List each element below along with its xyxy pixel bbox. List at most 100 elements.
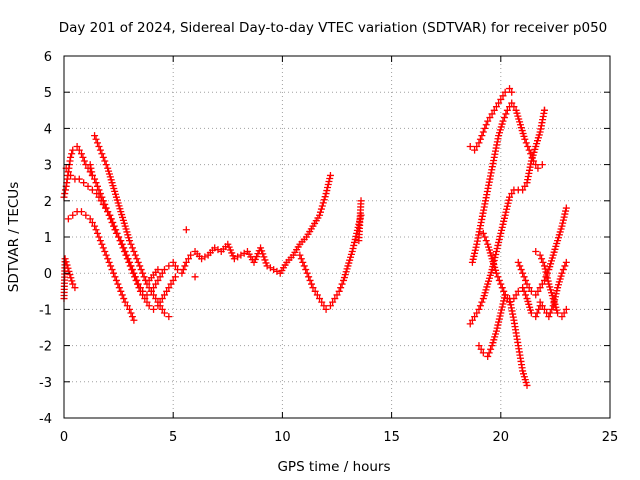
data-point <box>500 297 508 305</box>
data-point <box>503 106 511 114</box>
data-point <box>134 280 142 288</box>
data-point <box>121 298 129 306</box>
data-point <box>554 309 562 317</box>
data-point <box>552 290 560 298</box>
data-point <box>111 273 119 281</box>
data-point <box>497 309 505 317</box>
data-point <box>523 381 531 389</box>
data-point <box>163 287 171 295</box>
data-point <box>306 276 314 284</box>
data-point <box>479 128 487 136</box>
y-tick-label: 6 <box>44 50 52 65</box>
data-point <box>187 251 195 259</box>
data-point <box>145 302 153 310</box>
data-point <box>134 258 142 266</box>
data-point <box>191 273 199 281</box>
data-point <box>495 99 503 107</box>
data-point <box>130 316 138 324</box>
y-tick-label: 1 <box>44 231 52 246</box>
data-point <box>492 103 500 111</box>
data-point <box>519 284 527 292</box>
data-point <box>545 313 553 321</box>
data-point <box>93 182 101 190</box>
data-point <box>476 135 484 143</box>
data-point <box>102 251 110 259</box>
data-point <box>84 182 92 190</box>
data-point <box>492 327 500 335</box>
data-point <box>88 219 96 227</box>
data-point <box>126 305 134 313</box>
data-point <box>104 255 112 263</box>
data-point <box>69 146 77 154</box>
data-point <box>154 298 162 306</box>
data-point <box>475 139 483 147</box>
data-point <box>562 305 570 313</box>
data-point <box>79 153 87 161</box>
data-point <box>109 219 117 227</box>
data-point <box>504 199 512 207</box>
data-point <box>169 258 177 266</box>
data-point <box>259 250 267 258</box>
data-point <box>501 211 509 219</box>
data-point <box>501 88 509 96</box>
data-point <box>258 247 266 255</box>
data-point <box>520 287 528 295</box>
data-point <box>296 251 304 259</box>
data-point <box>154 276 162 284</box>
data-point <box>99 153 107 161</box>
data-point <box>499 300 507 308</box>
data-point <box>140 273 148 281</box>
data-point <box>520 273 528 281</box>
y-axis-label: SDTVAR / TECUs <box>6 182 22 292</box>
data-point <box>171 262 179 270</box>
data-point <box>316 211 324 219</box>
data-point <box>497 280 505 288</box>
data-point <box>112 276 120 284</box>
data-point <box>542 268 550 276</box>
data-point <box>523 280 531 288</box>
data-point <box>158 295 166 303</box>
data-point <box>506 298 514 306</box>
data-point <box>481 233 489 241</box>
data-point <box>137 266 145 274</box>
data-point <box>499 220 507 228</box>
data-point <box>169 276 177 284</box>
data-point <box>553 287 561 295</box>
data-point <box>477 345 485 353</box>
x-tick-label: 15 <box>383 430 400 445</box>
data-point <box>66 271 74 279</box>
data-point <box>181 262 189 270</box>
data-point <box>92 179 100 187</box>
data-point <box>95 193 103 201</box>
axis-ticks: 0 5 10 15 20 25 -4 -3 -2 -1 0 1 2 3 4 5 6 <box>39 50 618 445</box>
data-point <box>139 269 147 277</box>
data-point <box>482 237 490 245</box>
data-point <box>482 121 490 129</box>
data-point <box>126 262 134 270</box>
data-point <box>105 258 113 266</box>
data-point <box>495 238 503 246</box>
data-point <box>498 223 506 231</box>
data-point <box>333 291 341 299</box>
data-point <box>115 233 123 241</box>
data-point <box>536 298 544 306</box>
data-point <box>101 157 109 165</box>
data-point <box>493 244 501 252</box>
data-point <box>91 222 99 230</box>
data-point <box>324 181 332 189</box>
data-point <box>102 161 110 169</box>
data-point <box>147 287 155 295</box>
data-point <box>350 241 358 249</box>
data-point <box>309 284 317 292</box>
data-point <box>69 280 77 288</box>
data-point <box>338 280 346 288</box>
y-tick-label: 3 <box>44 159 52 174</box>
data-point <box>118 240 126 248</box>
data-point <box>318 298 326 306</box>
data-point <box>479 229 487 237</box>
data-point <box>323 187 331 195</box>
data-point <box>97 197 105 205</box>
data-point <box>99 200 107 208</box>
data-point <box>521 182 529 190</box>
data-point <box>466 143 474 150</box>
